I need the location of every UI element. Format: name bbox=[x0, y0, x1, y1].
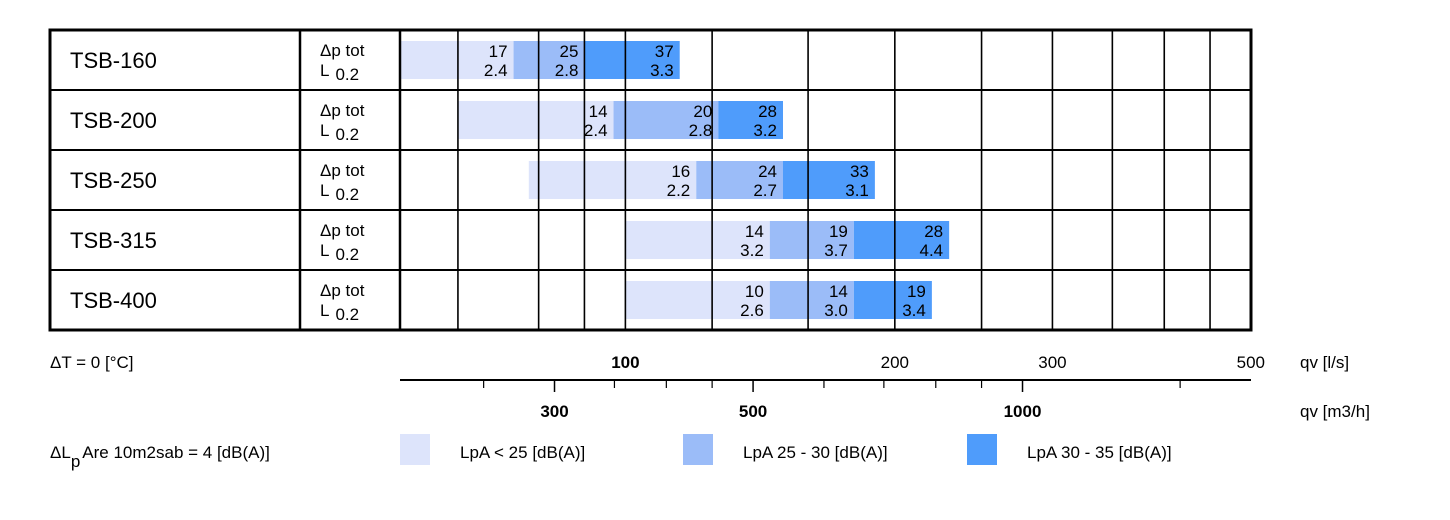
bar-segment bbox=[400, 41, 514, 79]
bar-l-label: 2.4 bbox=[584, 121, 608, 140]
bar-dp-label: 19 bbox=[907, 282, 926, 301]
bar-l-label: 3.7 bbox=[824, 241, 848, 260]
row-l-sub: 0.2 bbox=[335, 65, 359, 84]
legend-swatch bbox=[400, 434, 430, 465]
bar-segment bbox=[782, 161, 875, 199]
row-dp-label: Δp tot bbox=[320, 281, 365, 300]
row-l-letter: L bbox=[320, 121, 329, 140]
legend-label: LpA 30 - 35 [dB(A)] bbox=[1027, 443, 1172, 462]
bar-segment bbox=[853, 281, 932, 319]
bar-segment bbox=[457, 101, 614, 139]
legend-label: LpA 25 - 30 [dB(A)] bbox=[743, 443, 888, 462]
row-l-letter: L bbox=[320, 181, 329, 200]
bar-dp-label: 10 bbox=[745, 282, 764, 301]
row-l-label: L 0.2 bbox=[320, 181, 359, 204]
bar-dp-label: 37 bbox=[655, 42, 674, 61]
bar-dp-label: 19 bbox=[829, 222, 848, 241]
bar-dp-label: 20 bbox=[693, 102, 712, 121]
lp-note-prefix: ΔL bbox=[50, 443, 71, 462]
row-l-letter: L bbox=[320, 241, 329, 260]
bar-l-label: 3.1 bbox=[845, 181, 869, 200]
legend: ΔLp Are 10m2sab = 4 [dB(A)] LpA < 25 [dB(A… bbox=[50, 434, 1172, 471]
bar-l-label: 2.7 bbox=[753, 181, 777, 200]
legend-swatch bbox=[967, 434, 997, 465]
row-dp-label: Δp tot bbox=[320, 101, 365, 120]
bar-l-label: 4.4 bbox=[920, 241, 944, 260]
bar-dp-label: 16 bbox=[671, 162, 690, 181]
top-tick-label: 300 bbox=[1038, 353, 1066, 372]
legend-swatch bbox=[683, 434, 713, 465]
bar-segment bbox=[513, 41, 585, 79]
bar-l-label: 3.4 bbox=[902, 301, 926, 320]
row-name: TSB-200 bbox=[70, 108, 157, 133]
top-tick-label: 200 bbox=[881, 353, 909, 372]
row-name: TSB-315 bbox=[70, 228, 157, 253]
bar-dp-label: 24 bbox=[758, 162, 777, 181]
row-l-sub: 0.2 bbox=[335, 305, 359, 324]
bar-l-label: 2.2 bbox=[667, 181, 691, 200]
row-l-letter: L bbox=[320, 301, 329, 320]
lp-note-suffix: Are 10m2sab = 4 [dB(A)] bbox=[82, 443, 270, 462]
frame-border bbox=[48, 28, 1253, 332]
bar-dp-label: 14 bbox=[829, 282, 848, 301]
row-l-label: L 0.2 bbox=[320, 301, 359, 324]
bar-l-label: 2.6 bbox=[740, 301, 764, 320]
bar-dp-label: 28 bbox=[924, 222, 943, 241]
bar-l-label: 2.8 bbox=[689, 121, 713, 140]
top-tick-label: 100 bbox=[611, 353, 639, 372]
bars-layer: 172.4252.8373.3142.4202.8283.2162.2242.7… bbox=[400, 41, 950, 320]
bar-segment bbox=[528, 161, 697, 199]
row-l-sub: 0.2 bbox=[335, 125, 359, 144]
row-l-letter: L bbox=[320, 61, 329, 80]
row-name: TSB-250 bbox=[70, 168, 157, 193]
bar-l-label: 3.0 bbox=[824, 301, 848, 320]
row-l-label: L 0.2 bbox=[320, 241, 359, 264]
bar-segment bbox=[696, 161, 783, 199]
row-l-sub: 0.2 bbox=[335, 245, 359, 264]
bar-segment bbox=[613, 101, 719, 139]
bar-l-label: 2.8 bbox=[555, 61, 579, 80]
bottom-tick-label: 500 bbox=[739, 402, 767, 421]
bottom-axis-title: qv [m3/h] bbox=[1300, 402, 1370, 421]
row-l-label: L 0.2 bbox=[320, 61, 359, 84]
bar-dp-label: 33 bbox=[850, 162, 869, 181]
bar-dp-label: 17 bbox=[489, 42, 508, 61]
bar-l-label: 3.2 bbox=[740, 241, 764, 260]
bar-dp-label: 14 bbox=[589, 102, 608, 121]
row-name: TSB-160 bbox=[70, 48, 157, 73]
row-name: TSB-400 bbox=[70, 288, 157, 313]
lp-note: ΔLp Are 10m2sab = 4 [dB(A)] bbox=[50, 443, 270, 471]
axes-layer: ΔT = 0 [°C] 100 200 300 500 qv [l/s] 300 500 100… bbox=[50, 353, 1370, 421]
bar-segment bbox=[769, 281, 854, 319]
bar-segment bbox=[769, 221, 854, 259]
bar-segment bbox=[718, 101, 783, 139]
bar-dp-label: 28 bbox=[758, 102, 777, 121]
top-axis-title: qv [l/s] bbox=[1300, 353, 1349, 372]
grid-layer bbox=[457, 30, 1211, 330]
legend-label: LpA < 25 [dB(A)] bbox=[460, 443, 585, 462]
bar-segment bbox=[584, 41, 680, 79]
lp-note-sub: p bbox=[71, 452, 80, 471]
bar-l-label: 2.4 bbox=[484, 61, 508, 80]
bar-dp-label: 14 bbox=[745, 222, 764, 241]
bottom-tick-label: 1000 bbox=[1004, 402, 1042, 421]
bar-segment bbox=[853, 221, 950, 259]
row-dp-label: Δp tot bbox=[320, 161, 365, 180]
row-dp-label: Δp tot bbox=[320, 221, 365, 240]
bar-l-label: 3.2 bbox=[753, 121, 777, 140]
row-dp-label: Δp tot bbox=[320, 41, 365, 60]
bar-segment bbox=[625, 221, 770, 259]
bar-l-label: 3.3 bbox=[650, 61, 674, 80]
top-tick-label: 500 bbox=[1237, 353, 1265, 372]
bar-dp-label: 25 bbox=[560, 42, 579, 61]
table-frame bbox=[48, 28, 1253, 332]
row-l-label: L 0.2 bbox=[320, 121, 359, 144]
delta-t-label: ΔT = 0 [°C] bbox=[50, 353, 134, 372]
bar-segment bbox=[625, 281, 770, 319]
bottom-tick-label: 300 bbox=[540, 402, 568, 421]
row-l-sub: 0.2 bbox=[335, 185, 359, 204]
